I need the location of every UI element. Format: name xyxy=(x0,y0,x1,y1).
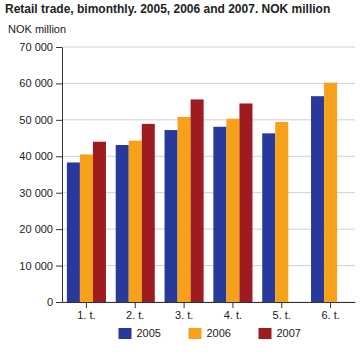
legend-item: 2007 xyxy=(259,327,301,339)
bar xyxy=(324,83,337,302)
bar xyxy=(239,103,252,302)
grid xyxy=(62,47,355,302)
bar xyxy=(262,133,275,302)
x-tick-mark xyxy=(232,302,233,308)
y-axis-title: NOK million xyxy=(8,23,66,35)
x-tick: 6. t. xyxy=(321,302,339,321)
y-tick-label: 70 000 xyxy=(19,41,53,53)
y-tick: 60 000 xyxy=(19,77,62,89)
legend-swatch xyxy=(119,328,132,339)
x-tick: 5. t. xyxy=(273,302,291,321)
bar xyxy=(67,162,80,302)
y-tick-mark xyxy=(56,266,62,267)
y-tick-mark xyxy=(56,47,62,48)
legend: 2005 2006 2007 xyxy=(119,327,301,339)
x-tick-mark xyxy=(86,302,87,308)
legend-item: 2006 xyxy=(189,327,231,339)
grid-line xyxy=(62,83,355,84)
x-axis: 1. t. 2. t. 3. t. 4. t. 5. t. 6. t. xyxy=(63,302,356,321)
y-tick-mark xyxy=(56,229,62,230)
legend-label: 2005 xyxy=(137,327,161,339)
legend-swatch xyxy=(189,328,202,339)
y-tick: 30 000 xyxy=(19,187,62,199)
x-axis-line xyxy=(63,302,356,303)
y-tick-label: 40 000 xyxy=(19,150,53,162)
bar xyxy=(93,142,106,302)
y-tick-label: 30 000 xyxy=(19,187,53,199)
bar xyxy=(311,96,324,302)
x-tick-label: 4. t. xyxy=(224,309,242,321)
x-tick: 1. t. xyxy=(77,302,95,321)
x-tick-label: 1. t. xyxy=(77,309,95,321)
legend-item: 2005 xyxy=(119,327,161,339)
y-tick: 50 000 xyxy=(19,114,62,126)
y-tick-label: 20 000 xyxy=(19,223,53,235)
legend-label: 2007 xyxy=(277,327,301,339)
x-tick-mark xyxy=(184,302,185,308)
y-tick-label: 60 000 xyxy=(19,77,53,89)
y-tick-mark xyxy=(56,83,62,84)
grid-line xyxy=(62,47,355,48)
legend-label: 2006 xyxy=(207,327,231,339)
y-axis: 0 10 000 20 000 30 000 40 000 50 000 60 000 70 … xyxy=(19,41,62,308)
x-tick: 4. t. xyxy=(224,302,242,321)
bar xyxy=(80,154,93,302)
y-tick: 10 000 xyxy=(19,260,62,272)
bar xyxy=(165,130,178,302)
x-tick-mark xyxy=(135,302,136,308)
x-tick: 2. t. xyxy=(126,302,144,321)
x-tick-label: 3. t. xyxy=(175,309,193,321)
x-tick: 3. t. xyxy=(175,302,193,321)
bar xyxy=(275,122,288,302)
y-tick: 0 xyxy=(47,296,62,308)
y-tick-label: 0 xyxy=(47,296,53,308)
y-tick-mark xyxy=(56,156,62,157)
bar xyxy=(213,127,226,302)
y-tick-mark xyxy=(56,120,62,121)
title: Retail trade, bimonthly. 2005, 2006 and … xyxy=(5,2,330,16)
bar xyxy=(142,124,155,302)
bar xyxy=(178,117,191,302)
y-tick-label: 50 000 xyxy=(19,114,53,126)
y-tick-mark xyxy=(56,302,62,303)
y-tick: 40 000 xyxy=(19,150,62,162)
bar xyxy=(191,99,204,302)
x-tick-mark xyxy=(330,302,331,308)
x-tick-mark xyxy=(281,302,282,308)
x-tick-label: 5. t. xyxy=(273,309,291,321)
bar xyxy=(116,145,129,302)
x-tick-label: 6. t. xyxy=(321,309,339,321)
y-tick-mark xyxy=(56,193,62,194)
y-tick: 20 000 xyxy=(19,223,62,235)
legend-swatch xyxy=(259,328,272,339)
bars xyxy=(67,83,337,302)
bar xyxy=(226,119,239,302)
y-axis-line xyxy=(62,48,63,303)
y-tick-label: 10 000 xyxy=(19,260,53,272)
chart: Retail trade, bimonthly. 2005, 2006 and … xyxy=(0,0,362,359)
bar xyxy=(129,141,142,302)
x-tick-label: 2. t. xyxy=(126,309,144,321)
y-tick: 70 000 xyxy=(19,41,62,53)
